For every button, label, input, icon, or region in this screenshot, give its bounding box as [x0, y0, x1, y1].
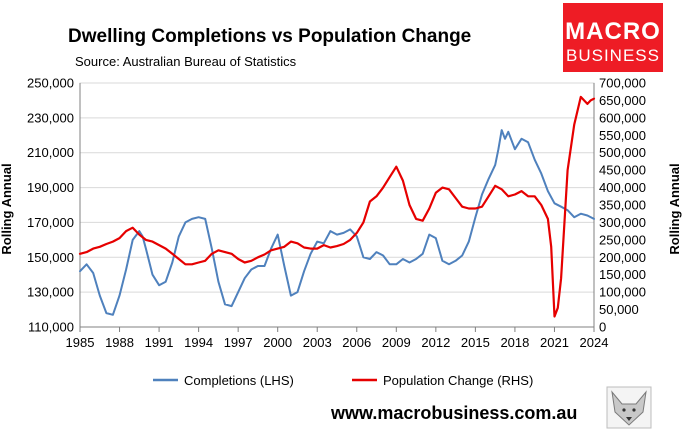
y-left-tick-label: 150,000 [27, 250, 74, 265]
x-tick-label: 1985 [66, 335, 95, 350]
x-tick-label: 2012 [421, 335, 450, 350]
fox-emblem-icon [606, 386, 652, 429]
y-left-tick-label: 130,000 [27, 285, 74, 300]
y-left-tick-label: 110,000 [28, 320, 74, 335]
x-tick-label: 2021 [540, 335, 569, 350]
y-right-tick-label: 100,000 [599, 285, 646, 300]
x-tick-label: 2009 [382, 335, 411, 350]
population-change-line [78, 95, 596, 318]
y-right-tick-label: 400,000 [599, 180, 646, 195]
x-tick-label: 2003 [303, 335, 332, 350]
footer-url: www.macrobusiness.com.au [330, 403, 577, 423]
y-right-tick-label: 250,000 [599, 232, 646, 247]
logo-line-1: MACRO [565, 18, 661, 45]
x-tick-label: 2018 [500, 335, 529, 350]
y-left-tick-label: 250,000 [27, 76, 74, 91]
y-left-tick-label: 190,000 [27, 180, 74, 195]
series-group [78, 95, 596, 318]
x-tick-label: 1991 [145, 335, 174, 350]
y-right-tick-label: 350,000 [599, 198, 646, 213]
y-axis-left-title: Rolling Annual [0, 163, 14, 254]
y-right-tick-label: 300,000 [599, 215, 646, 230]
y-right-tick-label: 650,000 [599, 93, 646, 108]
x-tick-label: 2000 [263, 335, 292, 350]
chart-source: Source: Australian Bureau of Statistics [75, 54, 297, 69]
y-right-tick-label: 500,000 [599, 145, 646, 160]
x-tick-label: 2006 [342, 335, 371, 350]
legend-label-population: Population Change (RHS) [383, 373, 533, 388]
chart-title: Dwelling Completions vs Population Chang… [68, 26, 471, 47]
y-right-tick-label: 550,000 [599, 128, 646, 143]
legend-label-completions: Completions (LHS) [184, 373, 294, 388]
y-left-tick-label: 230,000 [27, 110, 74, 125]
y-right-tick-label: 450,000 [599, 163, 646, 178]
y-right-tick-label: 200,000 [599, 250, 646, 265]
x-tick-label: 1994 [184, 335, 213, 350]
y-right-tick-label: 150,000 [599, 267, 646, 282]
y-right-tick-label: 0 [599, 320, 606, 335]
legend: Completions (LHS) Population Change (RHS… [153, 373, 533, 388]
logo-line-2: BUSINESS [566, 46, 660, 65]
x-tick-label: 2024 [580, 335, 609, 350]
y-right-tick-label: 600,000 [599, 110, 646, 125]
y-left-tick-label: 170,000 [27, 215, 74, 230]
x-tick-label: 2015 [461, 335, 490, 350]
y-right-tick-label: 700,000 [599, 76, 646, 91]
axes: 110,000 130,000 150,000 170,000 190,000 210,0… [27, 76, 646, 351]
macrobusiness-logo: MACRO BUSINESS [563, 3, 663, 72]
grid-lines [79, 82, 595, 328]
plot-frame [79, 82, 595, 328]
y-axis-right-title: Rolling Annual [667, 163, 682, 254]
x-tick-label: 1997 [224, 335, 253, 350]
completions-line [79, 129, 595, 316]
y-right-tick-label: 50,000 [599, 302, 639, 317]
y-left-tick-label: 210,000 [27, 145, 74, 160]
x-tick-label: 1988 [105, 335, 134, 350]
